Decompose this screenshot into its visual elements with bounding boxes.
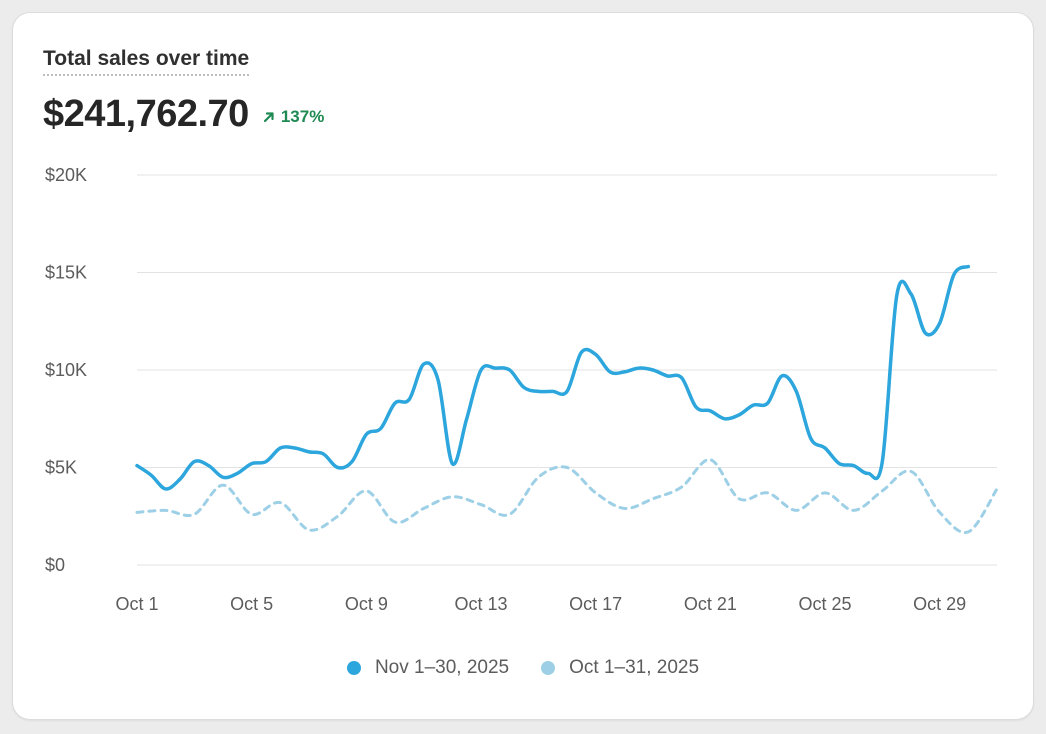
legend-label-previous: Oct 1–31, 2025 bbox=[569, 657, 700, 678]
legend-dot-previous bbox=[541, 661, 556, 675]
card-title[interactable]: Total sales over time bbox=[43, 47, 250, 76]
legend-item-previous[interactable]: Oct 1–31, 2025 bbox=[541, 657, 699, 679]
legend-label-current: Nov 1–30, 2025 bbox=[374, 657, 510, 678]
y-tick-label: $15K bbox=[45, 263, 87, 283]
sales-line-chart[interactable]: $0 $5K $10K $15K $20K Oct 1 Oct 5 Oct 9 Oct 13 Oc… bbox=[13, 13, 1033, 653]
total-sales-value: $241,762.70 bbox=[43, 93, 249, 135]
series-line-previous bbox=[135, 458, 999, 535]
x-tick-label: Oct 9 bbox=[345, 594, 388, 614]
x-tick-label: Oct 21 bbox=[684, 594, 737, 614]
chart-legend: Nov 1–30, 2025 Oct 1–31, 2025 bbox=[13, 657, 1033, 679]
series-line-current bbox=[135, 264, 971, 491]
change-badge: 137% bbox=[263, 107, 324, 127]
sales-card: Total sales over time $241,762.70 137% $… bbox=[12, 12, 1034, 720]
change-percent: 137% bbox=[280, 106, 325, 126]
y-tick-label: $5K bbox=[45, 458, 77, 478]
legend-item-current[interactable]: Nov 1–30, 2025 bbox=[346, 657, 510, 679]
arrow-up-right-icon bbox=[263, 111, 274, 122]
x-tick-label: Oct 25 bbox=[798, 594, 851, 614]
total-row: $241,762.70 137% bbox=[43, 93, 324, 136]
x-tick-label: Oct 13 bbox=[454, 594, 507, 614]
y-tick-label: $0 bbox=[45, 555, 65, 575]
legend-dot-current bbox=[346, 661, 361, 675]
x-tick-label: Oct 17 bbox=[569, 594, 622, 614]
x-tick-label: Oct 5 bbox=[230, 594, 273, 614]
y-tick-label: $10K bbox=[45, 360, 87, 380]
y-tick-label: $20K bbox=[45, 165, 87, 185]
x-tick-label: Oct 1 bbox=[115, 594, 158, 614]
x-tick-label: Oct 29 bbox=[913, 594, 966, 614]
